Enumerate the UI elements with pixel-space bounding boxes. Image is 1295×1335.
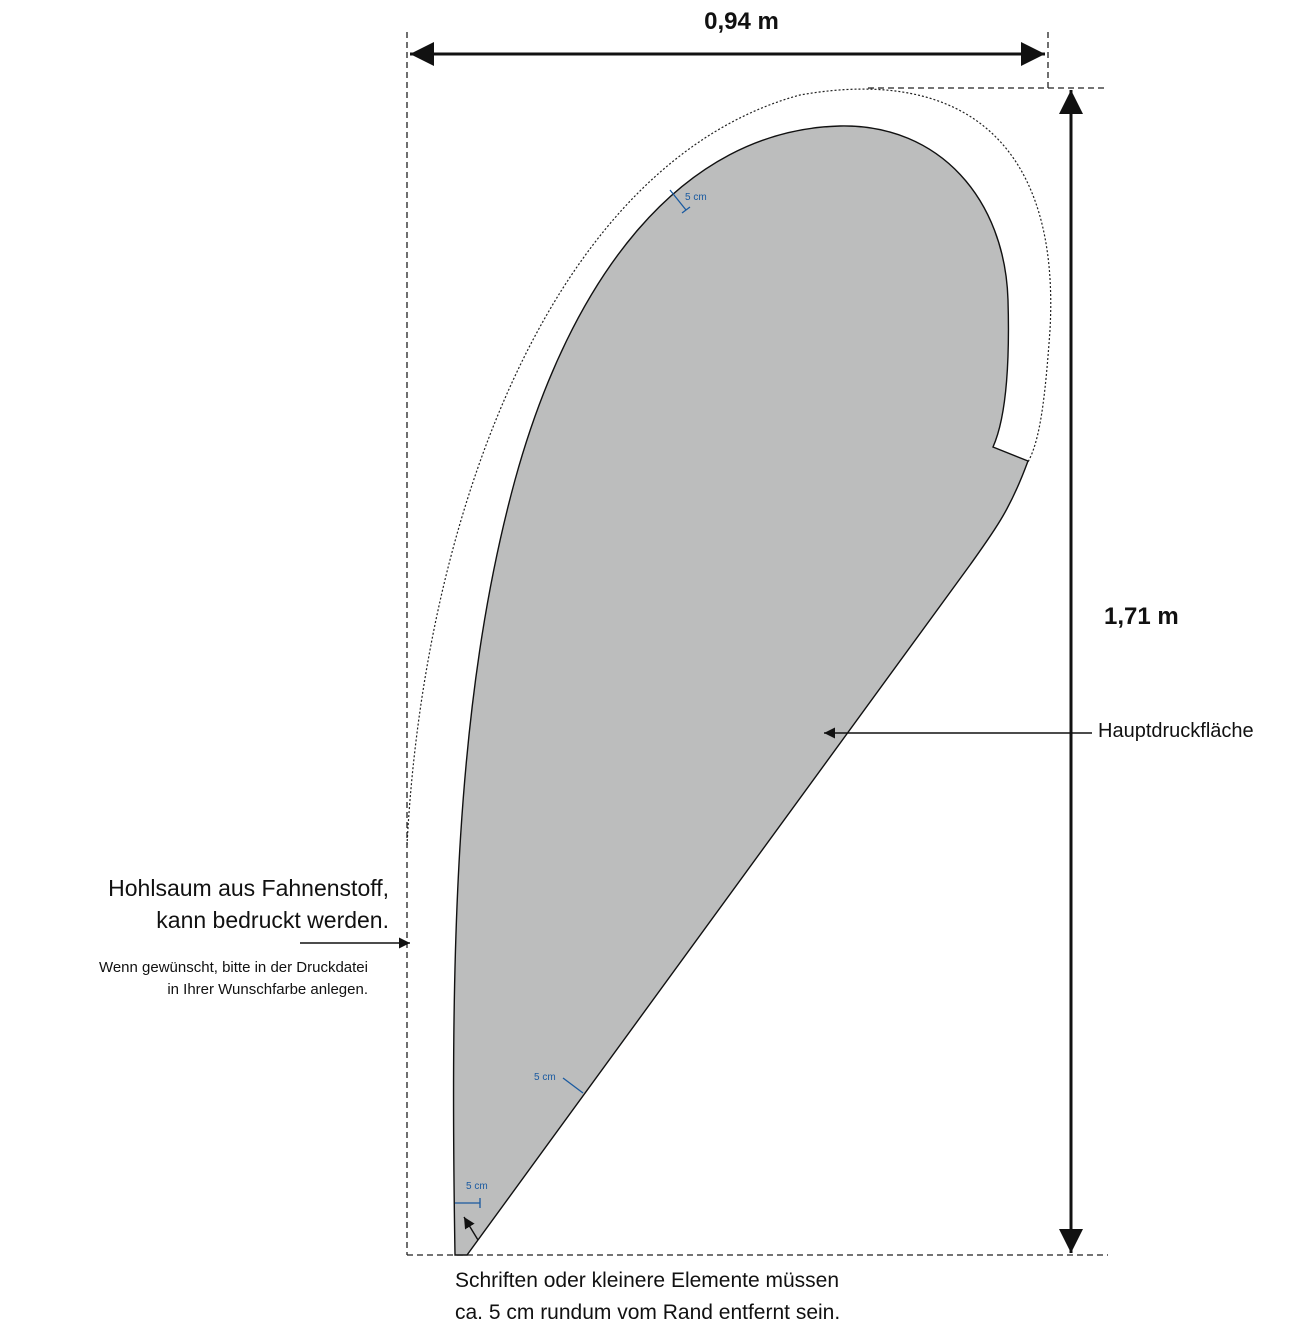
margin-note: Schriften oder kleinere Elemente müssen … [455,1265,840,1329]
hem-title-line2: kann bedruckt werden. [156,907,389,933]
margin-pointer [463,1216,479,1241]
hem-title-line1: Hohlsaum aus Fahnenstoff, [108,875,389,901]
margin-note-line1: Schriften oder kleinere Elemente müssen [455,1269,840,1292]
margin-bottom-label: 5 cm [466,1181,488,1192]
main-print-area-label: Hauptdruckfläche [1098,720,1254,742]
main-print-area [452,125,1029,1256]
hem-note-line1: Wenn gewünscht, bitte in der Druckdatei [98,959,368,976]
height-label: 1,71 m [1104,603,1179,630]
bounding-box [406,32,1108,1256]
margin-top-label: 5 cm [685,192,707,203]
width-label: 0,94 m [704,8,779,35]
hem-note-line2: in Ihrer Wunschfarbe anlegen. [167,981,368,998]
hem-title: Hohlsaum aus Fahnenstoff, kann bedruckt … [108,872,389,936]
hem-note: Wenn gewünscht, bitte in der Druckdatei … [99,957,368,1001]
margin-edge-label: 5 cm [534,1072,556,1083]
margin-note-line2: ca. 5 cm rundum vom Rand entfernt sein. [455,1301,841,1324]
safety-margin-markers [455,189,691,1208]
